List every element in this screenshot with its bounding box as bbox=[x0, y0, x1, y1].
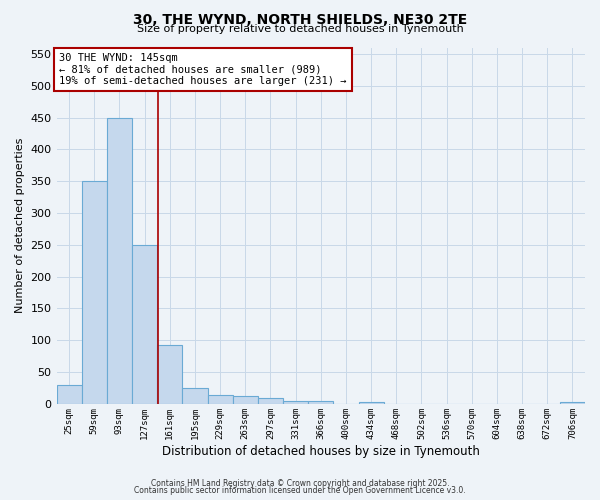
Bar bbox=[258, 398, 283, 404]
Bar bbox=[283, 400, 308, 404]
Text: Contains HM Land Registry data © Crown copyright and database right 2025.: Contains HM Land Registry data © Crown c… bbox=[151, 478, 449, 488]
Bar bbox=[182, 388, 208, 404]
Bar bbox=[157, 344, 182, 404]
Bar bbox=[56, 385, 82, 404]
Text: Size of property relative to detached houses in Tynemouth: Size of property relative to detached ho… bbox=[137, 24, 463, 34]
Bar bbox=[233, 396, 258, 404]
Bar bbox=[359, 402, 383, 404]
Text: 30, THE WYND, NORTH SHIELDS, NE30 2TE: 30, THE WYND, NORTH SHIELDS, NE30 2TE bbox=[133, 12, 467, 26]
Bar bbox=[82, 181, 107, 404]
Bar bbox=[560, 402, 585, 404]
Text: Contains public sector information licensed under the Open Government Licence v3: Contains public sector information licen… bbox=[134, 486, 466, 495]
Bar bbox=[308, 402, 334, 404]
Text: 30 THE WYND: 145sqm
← 81% of detached houses are smaller (989)
19% of semi-detac: 30 THE WYND: 145sqm ← 81% of detached ho… bbox=[59, 53, 347, 86]
X-axis label: Distribution of detached houses by size in Tynemouth: Distribution of detached houses by size … bbox=[162, 444, 480, 458]
Bar bbox=[208, 395, 233, 404]
Bar bbox=[132, 245, 157, 404]
Y-axis label: Number of detached properties: Number of detached properties bbox=[15, 138, 25, 314]
Bar bbox=[107, 118, 132, 404]
